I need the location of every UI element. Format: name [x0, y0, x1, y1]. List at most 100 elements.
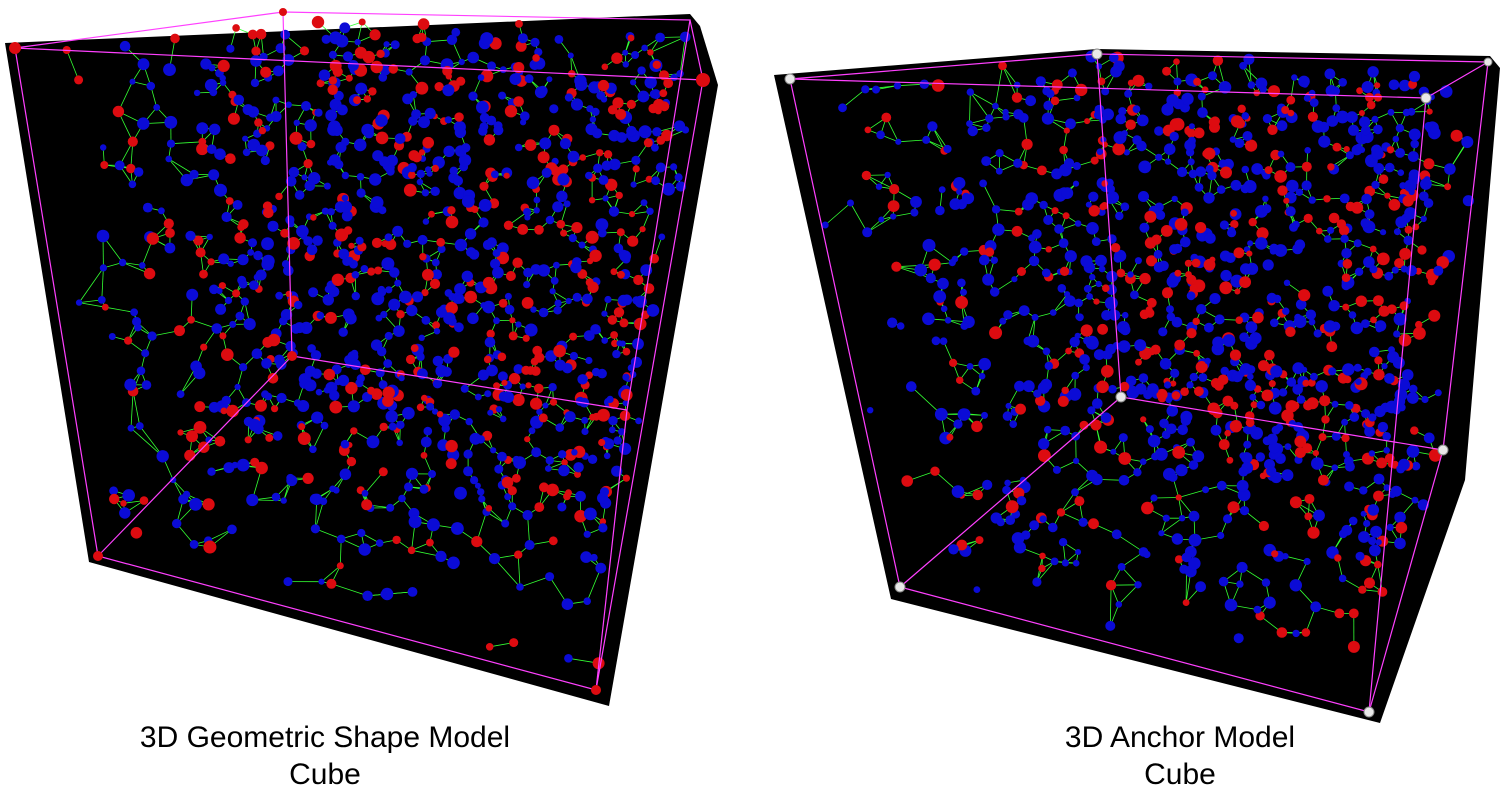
sensor-node-icon: [589, 116, 597, 123]
sensor-node-icon: [445, 439, 458, 453]
sensor-node-icon: [1093, 349, 1105, 360]
sensor-node-icon: [206, 233, 213, 241]
network-link: [896, 264, 935, 268]
sensor-node-icon: [1049, 309, 1057, 316]
sensor-node-icon: [164, 242, 176, 254]
sensor-node-icon: [1391, 266, 1399, 274]
sensor-node-icon: [637, 90, 650, 103]
network-link: [896, 266, 931, 279]
sensor-node-icon: [1346, 111, 1358, 123]
network-link: [850, 202, 868, 233]
sensor-node-icon: [221, 395, 231, 406]
sensor-node-icon: [316, 79, 325, 88]
sensor-node-icon: [613, 436, 622, 445]
sensor-node-icon: [1026, 334, 1040, 348]
sensor-node-icon: [1166, 275, 1179, 288]
sensor-node-icon: [485, 505, 493, 512]
sensor-node-icon: [646, 304, 660, 317]
sensor-node-icon: [512, 473, 521, 483]
sensor-node-icon: [567, 150, 580, 163]
sensor-node-icon: [589, 413, 596, 421]
sensor-node-icon: [358, 18, 366, 26]
sensor-node-icon: [328, 221, 337, 230]
sensor-node-icon: [342, 51, 354, 62]
sensor-node-icon: [497, 451, 507, 462]
sensor-node-icon: [1178, 515, 1186, 522]
sensor-node-icon: [298, 423, 306, 431]
sensor-node-icon: [467, 51, 480, 64]
sensor-node-icon: [238, 279, 248, 289]
sensor-node-icon: [385, 238, 397, 250]
network-link: [1052, 293, 1068, 313]
sensor-node-icon: [235, 311, 245, 321]
sensor-node-icon: [1358, 531, 1370, 543]
sensor-node-icon: [251, 46, 261, 56]
sensor-node-icon: [267, 333, 281, 347]
network-link: [321, 565, 341, 583]
sensor-node-icon: [628, 211, 636, 218]
network-link: [970, 91, 996, 107]
sensor-node-icon: [437, 245, 446, 254]
sensor-node-icon: [421, 394, 428, 402]
sensor-node-icon: [599, 518, 607, 525]
sensor-node-icon: [388, 64, 399, 74]
sensor-node-icon: [416, 403, 425, 412]
sensor-node-icon: [449, 166, 458, 175]
sensor-node-icon: [1420, 215, 1427, 223]
sensor-node-icon: [1083, 284, 1092, 293]
sensor-node-icon: [501, 519, 510, 528]
sensor-node-icon: [389, 267, 400, 278]
sensor-node-icon: [532, 345, 543, 356]
sensor-node-icon: [1395, 148, 1405, 158]
network-link: [1116, 533, 1144, 553]
sensor-node-icon: [1236, 580, 1244, 588]
sensor-node-icon: [208, 64, 216, 72]
sensor-node-icon: [610, 268, 618, 276]
sensor-node-icon: [1170, 380, 1177, 387]
sensor-node-icon: [351, 271, 360, 279]
sensor-node-icon: [1095, 63, 1103, 70]
sensor-node-icon: [422, 218, 430, 225]
sensor-node-icon: [574, 74, 587, 88]
sensor-node-icon: [426, 402, 435, 411]
sensor-node-icon: [374, 266, 383, 275]
sensor-node-icon: [589, 249, 602, 262]
sensor-node-icon: [875, 183, 883, 190]
sensor-node-icon: [219, 74, 226, 82]
network-link: [865, 85, 898, 90]
sensor-node-icon: [553, 261, 560, 269]
sensor-node-icon: [621, 294, 633, 306]
sensor-node-icon: [250, 55, 262, 67]
anchor-model-cube: [774, 48, 1500, 723]
sensor-node-icon: [385, 410, 398, 423]
sensor-node-icon: [659, 89, 668, 98]
sensor-node-icon: [1138, 160, 1152, 174]
sensor-node-icon: [493, 317, 500, 325]
sensor-node-icon: [75, 299, 83, 306]
sensor-node-icon: [1171, 533, 1184, 545]
sensor-node-icon: [1086, 293, 1093, 300]
sensor-node-icon: [922, 312, 935, 326]
sensor-node-icon: [97, 296, 106, 304]
sensor-node-icon: [1170, 368, 1180, 378]
sensor-node-icon: [363, 128, 375, 139]
sensor-node-icon: [226, 404, 239, 418]
sensor-node-icon: [420, 452, 428, 459]
sensor-node-icon: [301, 101, 311, 111]
sensor-node-icon: [216, 287, 223, 295]
sensor-node-icon: [96, 229, 110, 243]
sensor-node-icon: [1212, 55, 1224, 66]
sensor-node-icon: [124, 378, 137, 391]
sensor-node-icon: [1251, 163, 1264, 175]
sensor-node-icon: [626, 99, 636, 109]
sensor-node-icon: [1064, 250, 1077, 263]
sensor-node-icon: [1132, 135, 1142, 145]
sensor-node-icon: [371, 237, 383, 248]
sensor-node-icon: [928, 258, 941, 271]
sensor-node-icon: [501, 379, 508, 386]
sensor-node-icon: [432, 408, 439, 415]
sensor-node-icon: [418, 149, 425, 156]
sensor-node-icon: [329, 154, 341, 166]
sensor-node-icon: [598, 175, 609, 185]
sensor-node-icon: [1138, 373, 1149, 383]
